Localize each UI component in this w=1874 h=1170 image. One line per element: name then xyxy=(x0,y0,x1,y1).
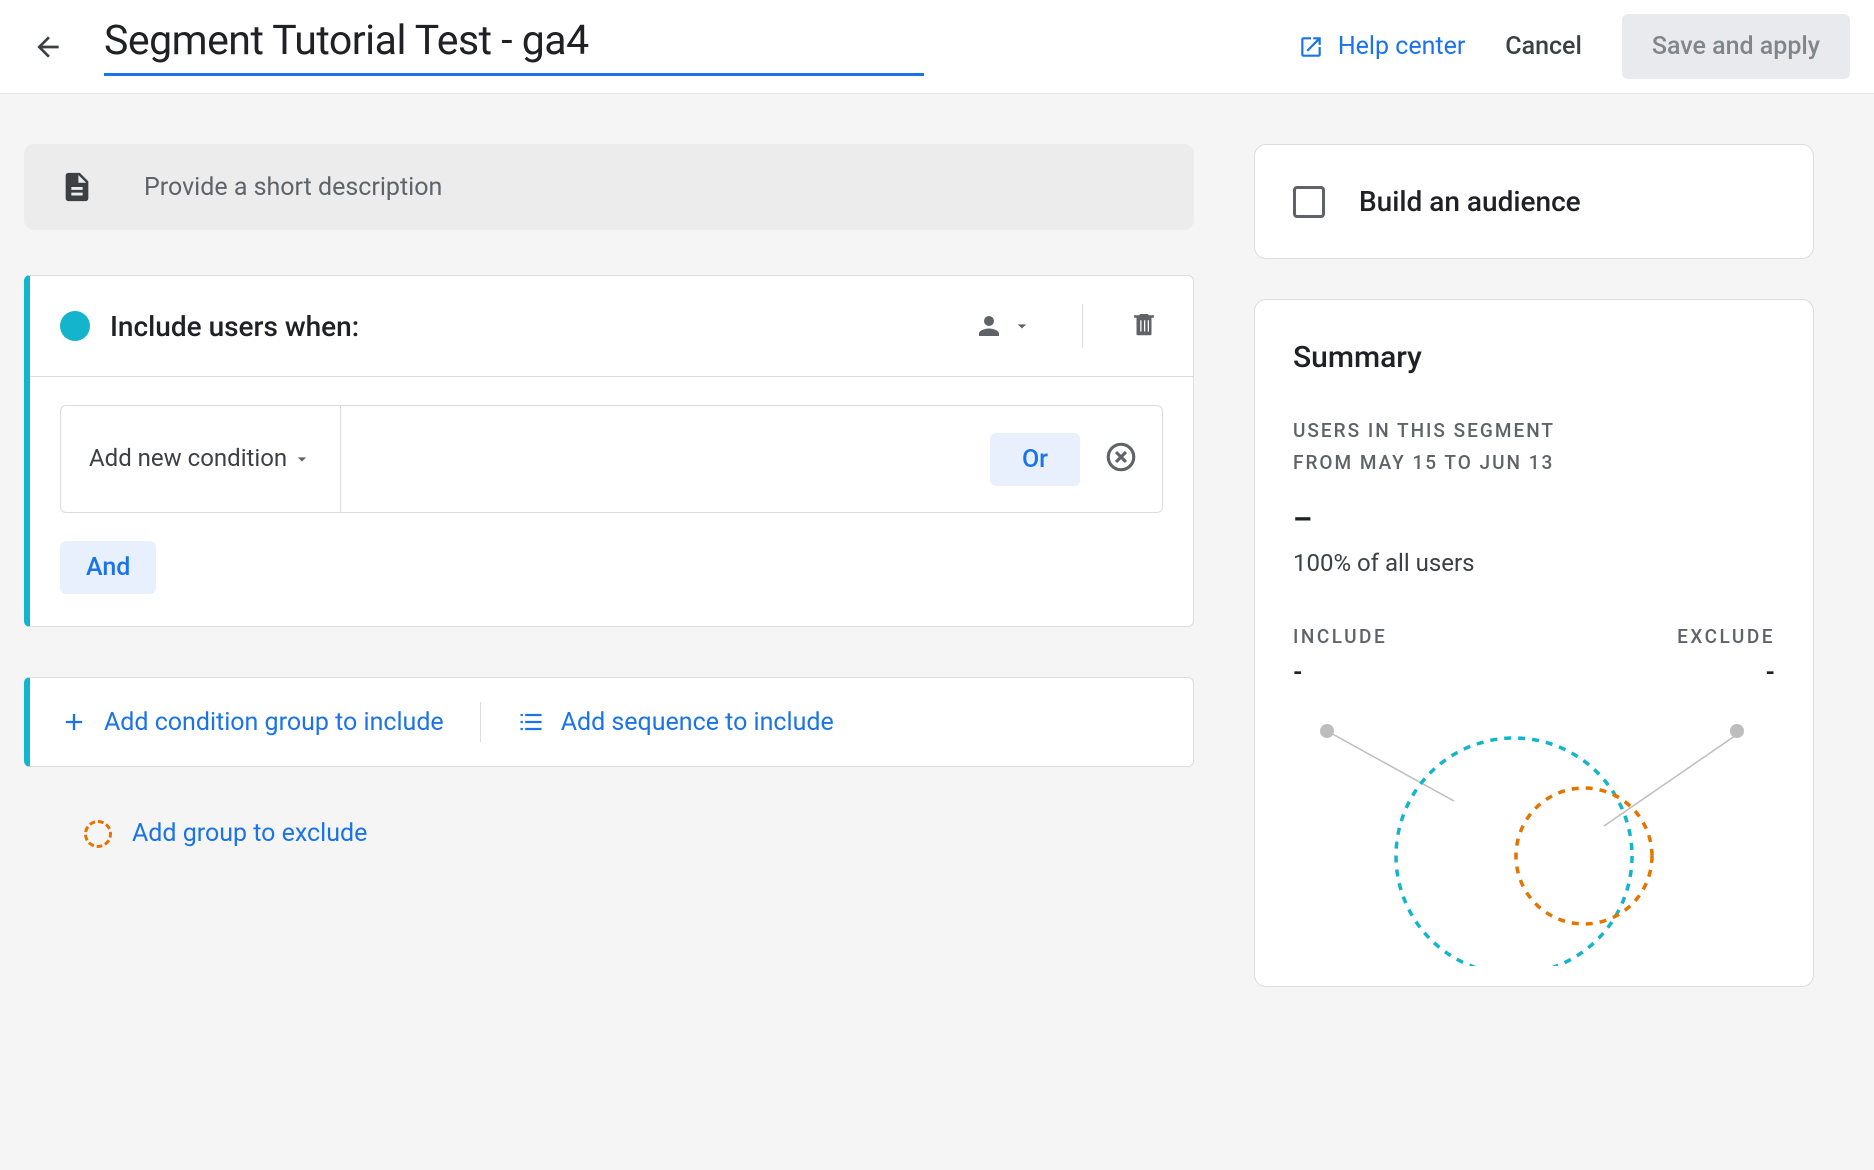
trash-icon xyxy=(1129,309,1159,339)
header-bar: Help center Cancel Save and apply xyxy=(0,0,1874,94)
summary-percentage-label: 100% of all users xyxy=(1293,549,1775,577)
chevron-down-icon xyxy=(292,449,312,469)
include-column-value: - xyxy=(1293,658,1387,686)
add-condition-dropdown[interactable]: Add new condition xyxy=(61,406,341,512)
add-condition-group-button[interactable]: Add condition group to include xyxy=(60,708,444,737)
venn-exclude-dot xyxy=(1730,724,1744,738)
segment-title-input[interactable] xyxy=(104,17,924,76)
and-button[interactable]: And xyxy=(60,541,156,594)
or-button[interactable]: Or xyxy=(990,433,1080,486)
divider xyxy=(480,702,481,742)
person-icon xyxy=(974,311,1004,341)
build-audience-label: Build an audience xyxy=(1359,185,1581,218)
divider xyxy=(1082,304,1083,348)
include-users-card: Include users when: Add new condition xyxy=(24,275,1194,627)
open-in-new-icon xyxy=(1298,34,1324,60)
include-title: Include users when: xyxy=(110,310,946,343)
description-placeholder: Provide a short description xyxy=(144,173,442,202)
add-exclude-group-label: Add group to exclude xyxy=(132,819,367,848)
summary-card: Summary USERS IN THIS SEGMENT FROM MAY 1… xyxy=(1254,299,1814,987)
exclude-column-value: - xyxy=(1677,658,1775,686)
sequence-icon xyxy=(517,708,545,736)
cancel-circle-icon xyxy=(1104,440,1138,474)
cancel-button[interactable]: Cancel xyxy=(1505,32,1582,61)
exclude-circle-icon xyxy=(84,820,112,848)
delete-group-button[interactable] xyxy=(1125,305,1163,347)
description-box[interactable]: Provide a short description xyxy=(24,144,1194,230)
venn-diagram xyxy=(1294,706,1774,966)
add-sequence-button[interactable]: Add sequence to include xyxy=(517,708,834,737)
summary-subtitle-line1: USERS IN THIS SEGMENT xyxy=(1293,415,1775,447)
summary-title: Summary xyxy=(1293,340,1775,375)
add-condition-label: Add new condition xyxy=(89,443,287,474)
summary-subtitle-line2: FROM MAY 15 TO JUN 13 xyxy=(1293,447,1775,479)
clear-condition-button[interactable] xyxy=(1104,440,1138,478)
venn-include-dot xyxy=(1320,724,1334,738)
condition-row: Add new condition Or xyxy=(60,405,1163,513)
help-center-link[interactable]: Help center xyxy=(1298,32,1465,61)
build-audience-card: Build an audience xyxy=(1254,144,1814,259)
exclude-column-label: EXCLUDE xyxy=(1677,625,1775,648)
include-indicator-dot xyxy=(60,311,90,341)
plus-icon xyxy=(60,708,88,736)
chevron-down-icon xyxy=(1012,316,1032,336)
scope-selector[interactable] xyxy=(966,305,1040,347)
description-icon xyxy=(60,170,94,204)
add-sequence-label: Add sequence to include xyxy=(561,708,834,737)
help-center-label: Help center xyxy=(1338,32,1465,61)
save-and-apply-button[interactable]: Save and apply xyxy=(1622,14,1850,79)
condition-value-area xyxy=(341,406,966,512)
arrow-back-icon xyxy=(32,31,64,63)
add-exclude-group-button[interactable]: Add group to exclude xyxy=(84,819,1194,848)
include-column-label: INCLUDE xyxy=(1293,625,1387,648)
summary-users-value: – xyxy=(1293,502,1775,537)
add-group-actions-card: Add condition group to include Add seque… xyxy=(24,677,1194,767)
build-audience-checkbox[interactable] xyxy=(1293,186,1325,218)
back-arrow-button[interactable] xyxy=(30,29,66,65)
include-header: Include users when: xyxy=(30,276,1193,377)
add-condition-group-label: Add condition group to include xyxy=(104,708,444,737)
